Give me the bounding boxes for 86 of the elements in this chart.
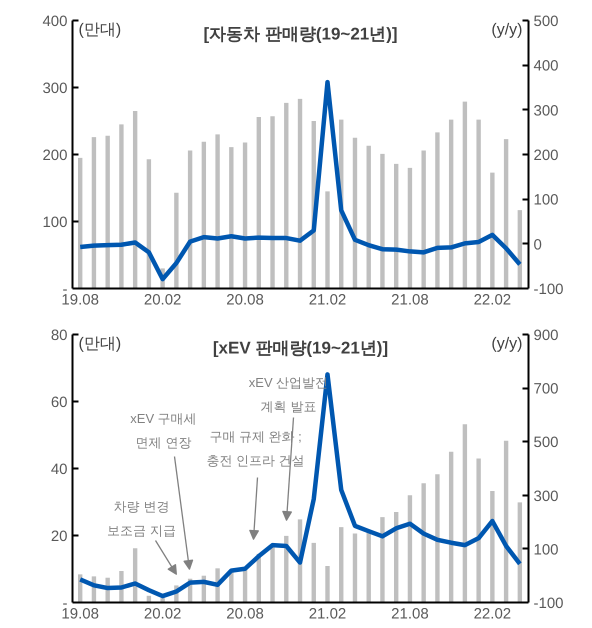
bar — [366, 532, 371, 602]
chart-title: [자동차 판매량(19~21년)] — [203, 24, 398, 44]
y-tick-label: 400 — [42, 13, 68, 30]
y2-tick-label: 300 — [534, 102, 559, 120]
y-axis-title: (만대) — [78, 22, 122, 38]
bar — [504, 440, 508, 602]
bar — [284, 102, 288, 288]
bar — [325, 191, 330, 288]
y-tick-label: 20 — [50, 528, 68, 545]
bar — [394, 164, 398, 288]
bar — [518, 502, 522, 602]
y2-tick-label: 900 — [534, 327, 559, 344]
bar — [490, 172, 495, 288]
bar — [435, 474, 440, 602]
y2-tick-label: 100 — [534, 192, 559, 209]
x-tick-label: 20.08 — [226, 292, 264, 308]
y-tick-label: 40 — [50, 461, 68, 478]
bar — [132, 548, 138, 602]
bar — [339, 527, 344, 602]
bar — [92, 137, 96, 288]
bar — [448, 452, 454, 602]
bar — [119, 124, 124, 288]
bar — [202, 142, 206, 288]
bar — [435, 132, 440, 288]
bar — [462, 424, 468, 602]
bar — [518, 210, 522, 288]
bar — [174, 192, 179, 288]
annotation: xEV 구매세 면제 연장 — [130, 411, 197, 450]
chart-title: [xEV 판매량(19~21년)] — [212, 338, 388, 358]
annotation: 차량 변경 보조금 지급 — [107, 499, 176, 538]
bar — [78, 158, 82, 288]
bar — [394, 512, 398, 602]
y2-tick-label: -100 — [534, 281, 564, 298]
x-tick-label: 21.02 — [308, 606, 346, 622]
y-tick-label: 100 — [42, 214, 68, 231]
x-tick-label: 19.08 — [61, 606, 99, 622]
bar — [146, 159, 152, 288]
y2-axis-title: (y/y) — [491, 336, 523, 352]
y-tick-label: 200 — [42, 147, 68, 164]
bar — [408, 495, 412, 602]
bar — [421, 483, 426, 602]
bar — [476, 458, 481, 602]
x-tick-label: 19.08 — [61, 292, 99, 308]
x-tick-label: 22.02 — [474, 606, 512, 622]
bar — [462, 102, 468, 288]
bar — [242, 569, 248, 602]
y2-tick-label: 200 — [534, 147, 559, 164]
bar — [229, 147, 234, 288]
bar — [132, 110, 138, 288]
x-tick-label: 21.02 — [308, 292, 346, 308]
bar — [188, 150, 192, 288]
bar — [490, 490, 495, 602]
bar — [352, 533, 358, 602]
bar — [476, 120, 481, 288]
y2-tick-label: 300 — [534, 488, 559, 505]
bar — [284, 536, 288, 602]
bar — [215, 134, 220, 288]
y2-tick-label: 100 — [534, 541, 559, 558]
y2-tick-label: 0 — [534, 236, 542, 254]
bar — [242, 142, 248, 288]
bar — [504, 139, 508, 288]
bar — [421, 150, 426, 288]
y2-tick-label: 500 — [534, 434, 559, 452]
bar — [105, 136, 110, 288]
y-tick-label: 60 — [50, 394, 68, 411]
y2-axis-title: (y/y) — [491, 22, 523, 38]
x-tick-label: 20.02 — [144, 292, 182, 308]
y2-tick-label: 500 — [534, 13, 559, 30]
x-tick-label: 21.08 — [391, 292, 429, 308]
bar — [312, 542, 316, 602]
y2-tick-label: 700 — [534, 380, 559, 398]
y2-tick-label: -100 — [534, 595, 564, 612]
x-tick-label: 20.08 — [226, 606, 264, 622]
bar — [256, 116, 261, 288]
y2-tick-label: 400 — [534, 58, 559, 75]
y-tick-label: 300 — [42, 80, 68, 97]
x-tick-label: 22.02 — [474, 292, 512, 308]
x-tick-label: 21.08 — [391, 606, 429, 622]
line-series — [78, 372, 522, 598]
x-tick-label: 20.02 — [144, 606, 182, 622]
bar — [448, 120, 454, 288]
line-series — [78, 80, 522, 282]
bar — [366, 146, 371, 288]
y-tick-label: 80 — [50, 327, 68, 344]
y-axis-title: (만대) — [78, 336, 122, 352]
bar — [408, 168, 412, 288]
